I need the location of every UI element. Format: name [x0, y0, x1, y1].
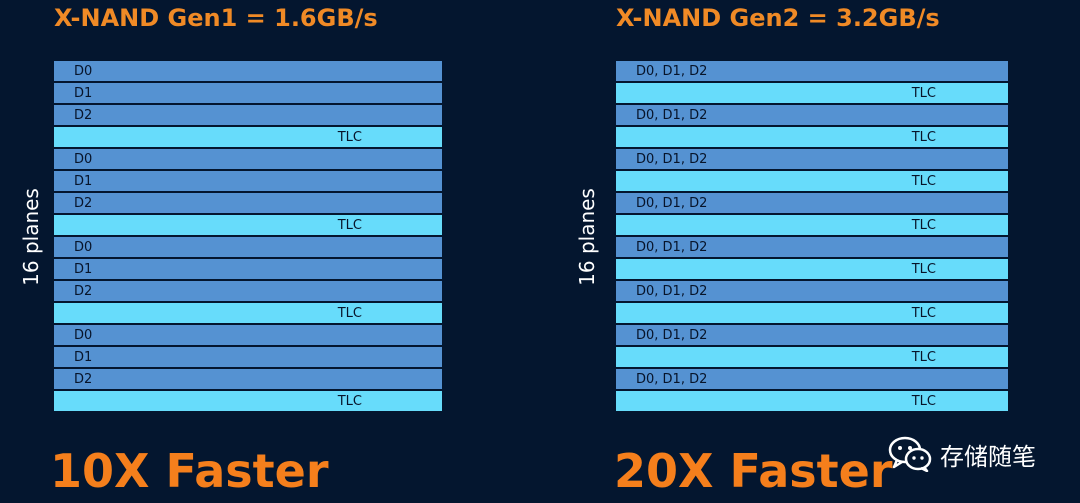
gen1-tlc-row: TLC: [54, 391, 442, 411]
gen1-data-row: D2: [54, 193, 442, 213]
gen2-tlc-row: TLC: [616, 303, 1008, 323]
gen2-data-row: D0, D1, D2: [616, 105, 1008, 125]
gen1-title: X-NAND Gen1 = 1.6GB/s: [54, 4, 378, 32]
gen2-data-row: D0, D1, D2: [616, 149, 1008, 169]
gen1-data-row: D0: [54, 237, 442, 257]
gen1-speedup: 10X Faster: [50, 444, 329, 498]
gen2-data-row: D0, D1, D2: [616, 325, 1008, 345]
gen1-data-row: D1: [54, 259, 442, 279]
gen2-tlc-row: TLC: [616, 215, 1008, 235]
gen2-planes-label: 16 planes: [575, 188, 599, 286]
gen1-tlc-row: TLC: [54, 127, 442, 147]
gen2-tlc-row: TLC: [616, 259, 1008, 279]
gen2-data-row: D0, D1, D2: [616, 193, 1008, 213]
gen1-data-row: D1: [54, 171, 442, 191]
gen2-plane-rows: D0, D1, D2 TLC D0, D1, D2 TLC D0, D1, D2 TLC D…: [616, 61, 1008, 411]
gen1-data-row: D2: [54, 105, 442, 125]
gen1-data-row: D0: [54, 61, 442, 81]
gen2-tlc-row: TLC: [616, 127, 1008, 147]
gen2-tlc-row: TLC: [616, 171, 1008, 191]
gen1-data-row: D2: [54, 369, 442, 389]
watermark-text: 存储随笔: [940, 442, 1036, 471]
gen2-tlc-row: TLC: [616, 83, 1008, 103]
watermark: 存储随笔: [888, 436, 1036, 472]
gen1-tlc-row: TLC: [54, 215, 442, 235]
gen2-data-row: D0, D1, D2: [616, 61, 1008, 81]
gen2-data-row: D0, D1, D2: [616, 369, 1008, 389]
gen2-data-row: D0, D1, D2: [616, 237, 1008, 257]
gen1-tlc-row: TLC: [54, 303, 442, 323]
gen2-title: X-NAND Gen2 = 3.2GB/s: [616, 4, 940, 32]
gen2-speedup: 20X Faster: [614, 444, 893, 498]
gen1-data-row: D2: [54, 281, 442, 301]
gen1-data-row: D1: [54, 347, 442, 367]
gen1-planes-label: 16 planes: [19, 188, 43, 286]
gen2-panel: X-NAND Gen2 = 3.2GB/s 16 planes D0, D1, …: [540, 0, 1080, 503]
gen1-data-row: D0: [54, 149, 442, 169]
gen1-data-row: D0: [54, 325, 442, 345]
gen2-tlc-row: TLC: [616, 391, 1008, 411]
gen1-data-row: D1: [54, 83, 442, 103]
gen2-data-row: D0, D1, D2: [616, 281, 1008, 301]
wechat-icon: [888, 436, 932, 472]
gen1-panel: X-NAND Gen1 = 1.6GB/s 16 planes D0 D1 D2 TL…: [19, 4, 442, 498]
gen2-tlc-row: TLC: [616, 347, 1008, 367]
gen1-plane-rows: D0 D1 D2 TLC D0 D1 D2 TLC D0 D1 D2 TLC D0 D1 D2 TLC: [54, 61, 442, 411]
